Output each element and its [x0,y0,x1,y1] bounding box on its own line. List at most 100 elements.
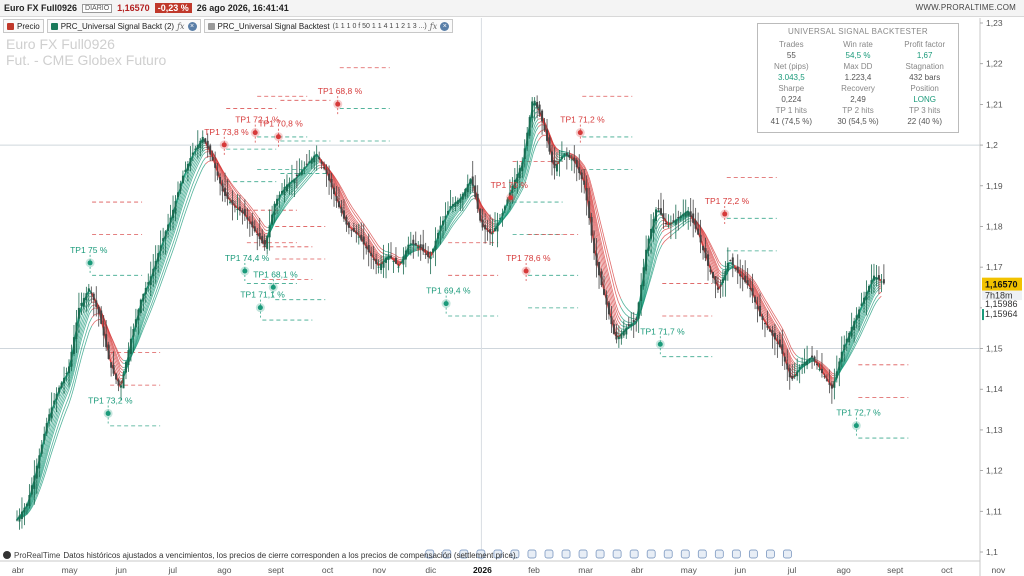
ribbon-line [878,295,882,300]
x-tick-label: abr [12,565,24,575]
ribbon-line [734,264,797,356]
ribbon-line [383,256,392,259]
candle-body [142,293,145,302]
candle-body [194,148,197,150]
candle-body [439,225,442,232]
level-tag-1: 1,15986 [985,299,1018,309]
symbol-name[interactable]: Euro FX Full0926 [4,3,78,13]
calendar-event-icon [766,549,775,559]
candle-body [261,236,264,243]
signal-dot [657,341,663,347]
y-tick-label: 1,23 [986,18,1003,28]
candle-body [365,246,368,249]
candle-body [741,278,744,280]
candle-body [615,331,618,340]
stat-value: 30 (54,5 %) [837,117,879,126]
tp-label: TP1 70 % [491,180,529,190]
candle-body [375,259,378,264]
tab-label: PRC_Universal Signal Backtest [217,21,330,31]
candle-body [528,117,531,136]
candle-body [776,342,779,344]
candle-body [803,362,806,366]
ribbon-line [432,198,474,253]
candle-body [593,238,596,254]
tab-price[interactable]: Precio [3,19,44,33]
candle-body [30,485,33,495]
candle-body [872,275,875,281]
candle-body [783,356,786,362]
calendar-event-icon [629,549,639,559]
calendar-event-icon [595,549,605,559]
x-tick-label: sept [268,565,285,575]
ribbon-line [267,167,320,229]
ribbon-line [432,195,474,253]
candle-body [880,281,883,283]
candle-body [152,268,155,277]
candle-body [833,381,836,388]
signal-dot [508,195,514,201]
candle-body [650,228,653,239]
signal-dot [221,142,227,148]
candle-body [345,216,348,225]
candle-body [159,245,162,251]
candle-body [823,376,826,378]
tp-label: TP1 78,6 % [506,253,551,263]
y-tick-label: 1,15 [986,344,1003,354]
candle-body [548,137,551,152]
calendar-event-icon [578,549,588,559]
candle-body [605,295,608,305]
candle-body [516,174,519,183]
candle-body [137,309,140,321]
tab-indicator-1[interactable]: PRC_Universal Signal Backt (2) ƒx × [46,19,201,33]
calendar-event-icon [697,549,707,559]
candle-body [288,182,291,188]
candle-body [672,220,675,222]
candle-body [830,384,833,389]
candle-body [362,236,365,245]
header-bar: Euro FX Full0926 DIARIO 1,16570 -0,23 % … [0,0,1024,17]
candle-body [169,217,172,223]
candle-body [531,101,534,118]
candle-body [813,356,816,362]
candle-body [575,159,578,168]
candle-body [726,262,729,272]
x-tick-label: sept [887,565,904,575]
watermark-line1: Euro FX Full0926 [6,36,115,52]
close-icon[interactable]: × [187,21,197,31]
candle-body [590,217,593,236]
candle-body [778,339,781,348]
candle-body [578,167,581,174]
candle-body [523,148,526,160]
candle-body [18,515,21,522]
candle-body [243,209,246,216]
formula-icon[interactable]: ƒx [177,21,185,31]
candle-body [446,210,449,215]
stat-value: 54,5 % [845,51,871,60]
candle-body [600,271,603,286]
candle-body [637,302,640,319]
candle-body [808,358,811,361]
candle-body [172,209,175,219]
formula-icon[interactable]: ƒx [429,21,438,31]
candle-body [25,503,28,507]
stat-cell: TP 2 hits 30 (54,5 %) [825,105,892,127]
candle-body [709,269,712,273]
level-marker [982,309,984,321]
candle-body [481,219,484,228]
x-tick-label: nov [372,565,386,575]
ribbon-line [266,155,320,240]
candle-body [729,260,732,262]
candle-body [763,323,766,325]
candle-body [724,270,727,281]
candle-body [496,223,499,232]
candle-body [711,271,714,278]
candle-body [127,350,130,366]
period-badge[interactable]: DIARIO [82,3,113,13]
candle-body [796,371,799,377]
candle-body [414,243,417,246]
candle-body [669,223,672,225]
tab-indicator-2[interactable]: PRC_Universal Signal Backtest (1 1 1 0 f… [203,19,454,33]
candle-body [868,286,871,293]
close-icon[interactable]: × [440,21,450,31]
signal-dot [443,301,449,307]
